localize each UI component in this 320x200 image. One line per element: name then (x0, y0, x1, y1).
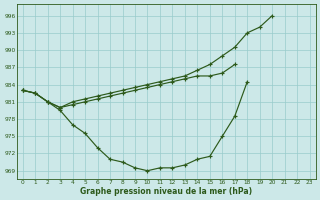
X-axis label: Graphe pression niveau de la mer (hPa): Graphe pression niveau de la mer (hPa) (80, 187, 252, 196)
